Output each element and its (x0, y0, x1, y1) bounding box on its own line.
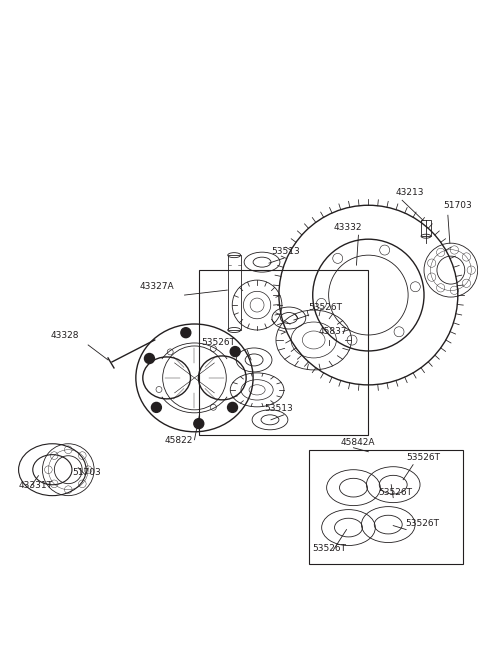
Text: 51703: 51703 (443, 201, 472, 211)
Circle shape (151, 402, 161, 413)
Circle shape (181, 328, 191, 338)
Text: 43331T: 43331T (19, 481, 53, 489)
Bar (421, 220, 431, 236)
Text: 53526T: 53526T (378, 487, 412, 497)
Text: 51703: 51703 (72, 468, 101, 477)
Bar (309, 450, 463, 565)
Text: 45837: 45837 (319, 327, 348, 336)
Text: 43213: 43213 (395, 188, 424, 197)
Text: 53526T: 53526T (313, 544, 347, 552)
Text: 53526T: 53526T (406, 453, 440, 462)
Text: 43328: 43328 (50, 331, 79, 340)
Circle shape (194, 419, 204, 428)
Circle shape (230, 346, 240, 357)
Text: 53526T: 53526T (309, 303, 343, 312)
Circle shape (144, 354, 155, 363)
Bar (228, 255, 240, 330)
Text: 53526T: 53526T (405, 519, 439, 527)
Text: 45842A: 45842A (340, 438, 375, 447)
Text: 53526T: 53526T (202, 338, 235, 347)
Text: 53513: 53513 (264, 404, 293, 413)
Text: 43327A: 43327A (140, 282, 174, 291)
Text: 43332: 43332 (334, 223, 362, 232)
Text: 45822: 45822 (165, 436, 193, 445)
Circle shape (228, 402, 238, 413)
Bar (199, 270, 368, 435)
Text: 53513: 53513 (271, 247, 300, 256)
